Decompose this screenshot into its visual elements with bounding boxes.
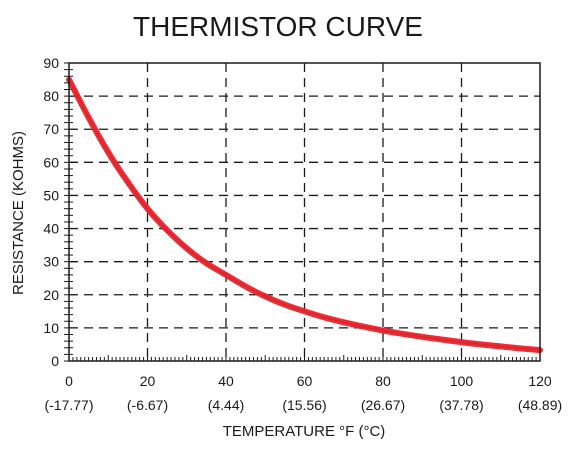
y-tick-label: 50 [43,187,59,203]
x-tick-label-fahrenheit: 100 [450,373,474,389]
y-tick-label: 60 [43,154,59,170]
x-tick-label-celsius: (-6.67) [127,397,168,413]
series-layer [66,76,543,354]
y-tick-label: 30 [43,254,59,270]
y-tick-label: 70 [43,121,59,137]
x-tick-label-celsius: (37.78) [439,397,483,413]
x-tick-label-celsius: (26.67) [361,397,405,413]
y-tick-label: 80 [43,88,59,104]
y-axis-title: RESISTANCE (KOHMS) [10,131,27,295]
x-tick-label-celsius: (48.89) [518,397,562,413]
x-tick-label-celsius: (15.56) [282,397,326,413]
x-tick-label-fahrenheit: 20 [140,373,156,389]
x-tick-label-fahrenheit: 80 [375,373,391,389]
y-tick-label: 20 [43,287,59,303]
y-tick-labels: 0 10 20 30 40 50 60 70 80 90 [43,55,59,369]
x-tick-label-celsius: (-17.77) [44,397,93,413]
x-tick-label-fahrenheit: 60 [297,373,313,389]
thermistor-curve-line [66,76,543,354]
chart-title: THERMISTOR CURVE [133,11,423,42]
x-tick-label-fahrenheit: 40 [218,373,234,389]
x-tick-labels: 0 (-17.77) 20 (-6.67) 40 (4.44) 60 (15.56) 80 (26… [44,373,562,413]
x-tick-label-celsius: (4.44) [208,397,245,413]
y-tick-label: 10 [43,320,59,336]
minor-ticks [64,62,541,362]
x-tick-label-fahrenheit: 0 [65,373,73,389]
x-tick-label-fahrenheit: 120 [528,373,552,389]
plot-frame [68,62,541,362]
y-tick-label: 40 [43,221,59,237]
y-tick-label: 0 [51,353,59,369]
grid-lines [69,63,540,361]
x-axis-title: TEMPERATURE °F (°C) [223,423,386,440]
y-tick-label: 90 [43,55,59,71]
